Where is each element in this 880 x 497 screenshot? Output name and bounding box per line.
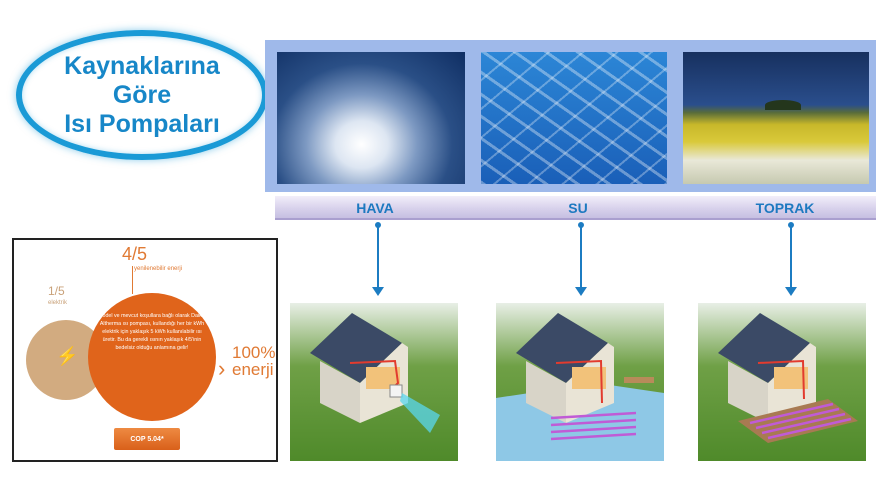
electric-label: elektrik [48,300,68,306]
arrow-head-su [575,287,587,296]
cloudy-sky-photo [277,52,465,184]
arrow-line-su [580,225,582,287]
arrow-head-toprak [785,287,797,296]
lightning-icon: ⚡ [56,346,79,366]
label-toprak: TOPRAK [755,200,815,216]
electric-fraction: 1/5 [48,284,65,298]
arrow-line-hava [377,225,379,287]
result-label: enerji [232,360,274,379]
renewable-connector [132,266,133,294]
air-heat-pump-house [290,303,458,461]
ground-heat-pump-house [698,303,866,461]
energy-info-box: 4/5 yenilenebilir enerji 1/5 elektrik ⚡ … [12,238,278,462]
source-label-bar [275,196,876,220]
tree-silhouette [765,100,801,110]
water-heat-pump-house [496,303,664,461]
renewable-circle [88,293,216,421]
renewable-fraction: 4/5 [122,244,148,264]
heat-pump-description: Model ve mevcut koşullara bağlı olarak D… [98,313,206,351]
arrow-line-toprak [790,225,792,287]
water-surface-photo [481,52,667,184]
label-hava: HAVA [356,200,394,216]
arrow-head-hava [372,287,384,296]
title-line-2: Göre [112,80,172,109]
source-photo-band [265,40,876,192]
arrow-right-icon: › [218,356,226,381]
title-line-1: Kaynaklarına [64,51,220,80]
title-line-3: Isı Pompaları [64,109,220,138]
result-percent: 100% [232,343,276,362]
title-ellipse: Kaynaklarına Göre Isı Pompaları [16,30,268,160]
flower-field-photo [683,52,869,184]
label-su: SU [568,200,588,216]
cop-badge: COP 5.04* [114,428,180,450]
renewable-label: yenilenebilir enerji [134,266,183,272]
